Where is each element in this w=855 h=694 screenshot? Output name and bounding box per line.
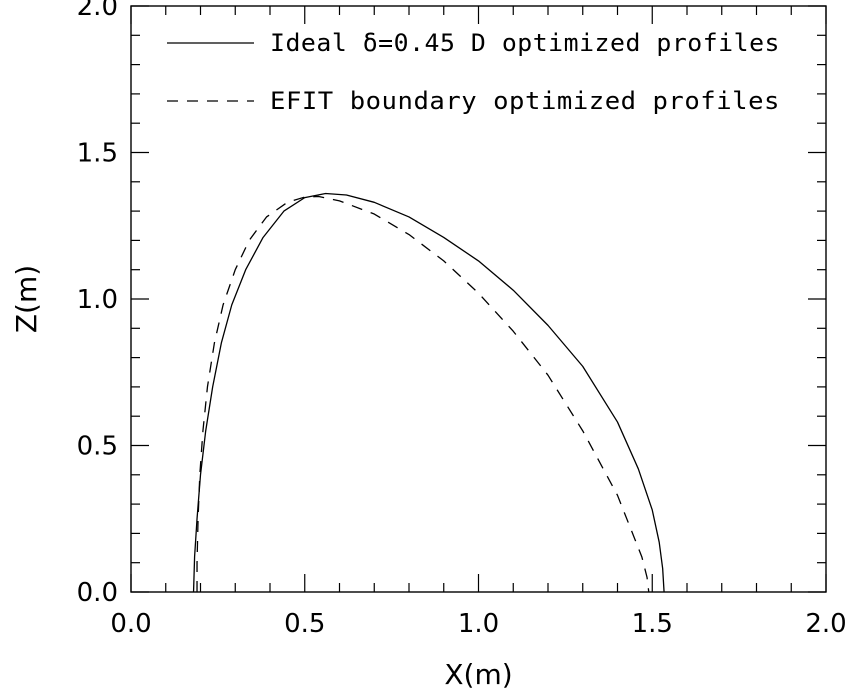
curves-layer	[192, 192, 665, 593]
y-tick-label: 0.0	[77, 578, 118, 608]
legend-label-solid: Ideal δ=0.45 D optimized profiles	[270, 29, 780, 57]
x-tick-label: 1.0	[458, 609, 499, 639]
plot-frame	[130, 5, 827, 593]
x-tick-label: 2.0	[805, 609, 846, 639]
y-axis-title: Z(m)	[10, 265, 43, 333]
legend: Ideal δ=0.45 D optimized profiles EFIT b…	[167, 29, 780, 115]
x-tick-label: 0.0	[110, 609, 151, 639]
y-tick-label: 1.5	[77, 139, 118, 169]
y-tick-label: 0.5	[77, 432, 118, 462]
x-tick-label: 1.5	[632, 609, 673, 639]
efit-boundary-curve	[196, 195, 650, 593]
legend-label-dashed: EFIT boundary optimized profiles	[270, 87, 780, 115]
x-tick-label: 0.5	[284, 609, 325, 639]
ideal-profile-curve	[192, 192, 665, 593]
x-axis-title: X(m)	[444, 658, 512, 691]
ticks-layer	[130, 5, 827, 593]
tick-labels-layer: 0.0 0.5 1.0 1.5 2.0 0.0 0.5 1.0 1.5 2.0	[77, 0, 847, 639]
y-tick-label: 1.0	[77, 285, 118, 315]
y-tick-label: 2.0	[77, 0, 118, 22]
